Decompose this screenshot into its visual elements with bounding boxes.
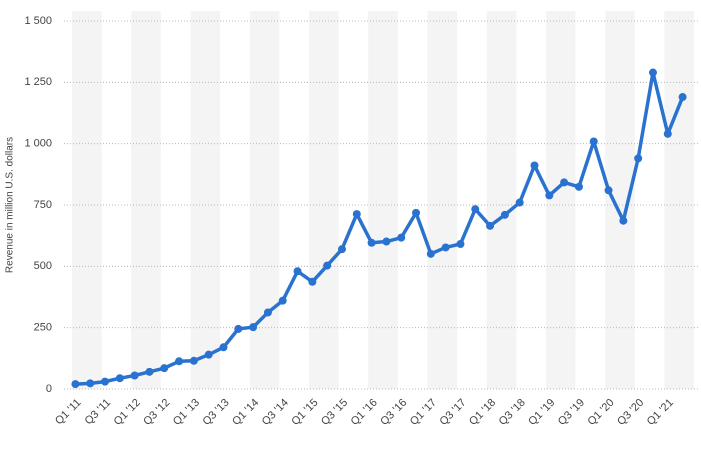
- point: [663, 129, 672, 138]
- y-tick-label: 250: [34, 322, 52, 334]
- point: [101, 377, 110, 386]
- point: [263, 308, 272, 317]
- x-tick-label: Q1 '13: [171, 397, 202, 428]
- point: [486, 221, 495, 230]
- x-tick-label: Q1 '18: [467, 397, 498, 428]
- point: [249, 323, 258, 332]
- column-band: [545, 11, 576, 389]
- point: [308, 277, 317, 286]
- y-tick-label: 1 500: [24, 15, 52, 27]
- x-tick-label: Q1 '21: [645, 397, 676, 428]
- x-tick-label: Q3 '12: [141, 397, 172, 428]
- point: [515, 198, 524, 207]
- y-axis-label: Revenue in million U.S. dollars: [5, 137, 16, 273]
- column-band: [190, 11, 221, 389]
- column-band: [72, 11, 102, 389]
- x-tick-label: Q3 '20: [615, 397, 646, 428]
- x-tick-label: Q1 '20: [586, 397, 617, 428]
- x-tick-label: Q1 '15: [289, 397, 320, 428]
- point: [71, 380, 80, 389]
- point: [175, 357, 184, 366]
- y-tick-label: 1 000: [24, 138, 52, 150]
- y-tick-label: 750: [34, 199, 52, 211]
- point: [619, 216, 628, 225]
- x-tick-label: Q3 '15: [319, 397, 350, 428]
- point: [234, 324, 243, 333]
- point: [500, 210, 509, 219]
- x-tick-label: Q3 '19: [556, 397, 587, 428]
- point: [219, 343, 228, 352]
- y-tick-label: 1 250: [24, 76, 52, 88]
- x-tick-label: Q3 '13: [201, 397, 232, 428]
- point: [382, 237, 391, 246]
- point: [337, 245, 346, 254]
- point: [352, 210, 361, 219]
- x-tick-label: Q3 '11: [83, 397, 114, 428]
- point: [323, 261, 332, 270]
- point: [456, 240, 465, 249]
- point: [678, 93, 687, 102]
- x-tick-label: Q1 '11: [53, 397, 84, 428]
- point: [204, 350, 213, 359]
- x-tick-label: Q3 '16: [378, 397, 409, 428]
- point: [441, 243, 450, 252]
- point: [574, 182, 583, 191]
- point: [160, 364, 169, 373]
- y-tick-label: 0: [46, 383, 52, 395]
- x-tick-label: Q1 '12: [112, 397, 143, 428]
- x-tick-label: Q1 '19: [526, 397, 557, 428]
- point: [545, 191, 554, 200]
- point: [367, 238, 376, 247]
- point: [412, 208, 421, 217]
- column-band: [427, 11, 458, 389]
- point: [397, 233, 406, 242]
- x-tick-label: Q3 '14: [260, 397, 291, 428]
- column-band: [308, 11, 339, 389]
- column-band: [368, 11, 398, 389]
- point: [648, 68, 657, 77]
- x-tick-label: Q3 '18: [497, 397, 528, 428]
- column-band: [605, 11, 635, 389]
- column-band: [664, 11, 694, 389]
- point: [86, 379, 95, 388]
- x-tick-label: Q1 '16: [349, 397, 380, 428]
- point: [145, 367, 154, 376]
- column-band: [486, 11, 517, 389]
- point: [471, 205, 480, 214]
- point: [189, 356, 198, 365]
- point: [589, 137, 598, 146]
- column-band: [249, 11, 280, 389]
- point: [115, 374, 124, 383]
- point: [604, 186, 613, 195]
- column-band: [131, 11, 161, 389]
- x-tick-label: Q3 '17: [437, 397, 468, 428]
- x-tick-label: Q1 '14: [230, 397, 261, 428]
- point: [634, 154, 643, 163]
- point: [130, 371, 139, 380]
- point: [293, 267, 302, 276]
- point: [530, 161, 539, 170]
- point: [426, 249, 435, 258]
- point: [278, 296, 287, 305]
- y-tick-label: 500: [34, 260, 52, 272]
- x-tick-label: Q1 '17: [408, 397, 439, 428]
- point: [560, 178, 569, 187]
